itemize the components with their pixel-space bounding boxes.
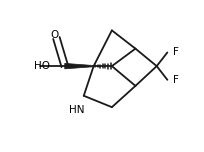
Text: HO: HO (34, 61, 50, 71)
Text: F: F (173, 75, 178, 85)
Text: F: F (173, 47, 178, 57)
Text: HN: HN (69, 105, 85, 115)
Polygon shape (65, 63, 94, 69)
Text: O: O (50, 30, 58, 40)
